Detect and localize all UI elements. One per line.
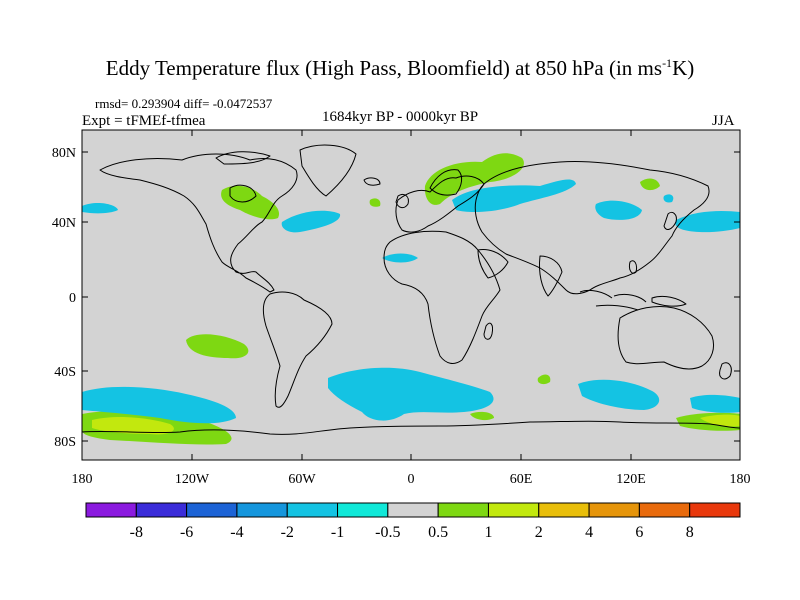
title-superscript: -1 bbox=[662, 56, 673, 70]
experiment-label: Expt = tFMEf-tfmea bbox=[82, 113, 206, 129]
coast-philippines bbox=[629, 260, 637, 274]
anomaly-cyan-central-asia bbox=[595, 200, 642, 220]
coast-new-guinea bbox=[651, 295, 687, 307]
lon-label: 180 bbox=[730, 472, 751, 487]
season-label: JJA bbox=[712, 113, 735, 129]
coast-india bbox=[539, 255, 563, 297]
colorbar-label: -4 bbox=[230, 524, 243, 541]
coast-japan bbox=[663, 211, 677, 230]
coast-greenland bbox=[299, 144, 357, 197]
anomaly-cyan-southern-indian bbox=[690, 394, 740, 413]
colorbar-swatch bbox=[487, 502, 540, 518]
anomaly-fields bbox=[82, 144, 740, 445]
axis-ticks bbox=[81, 130, 741, 460]
colorbar-swatch bbox=[186, 502, 238, 518]
colorbar-swatch bbox=[538, 502, 590, 518]
anomaly-cyan-indian-ocean bbox=[578, 379, 660, 410]
coast-new-zealand bbox=[719, 362, 732, 380]
lon-label: 120W bbox=[175, 472, 210, 487]
lat-label: 80S bbox=[54, 435, 76, 450]
diff-label: diff= bbox=[183, 96, 210, 111]
lon-label: 180 bbox=[72, 472, 93, 487]
anomaly-cyan-southern-pacific bbox=[82, 386, 236, 424]
colorbar-labels: -8 -6 -4 -2 -1 -0.5 0.5 1 2 4 6 8 bbox=[130, 524, 694, 541]
colorbar-label: -8 bbox=[130, 524, 143, 541]
coast-madagascar bbox=[483, 322, 493, 340]
lon-label: 120E bbox=[616, 472, 646, 487]
colorbar-swatch bbox=[588, 502, 640, 518]
colorbar-label: 6 bbox=[635, 524, 643, 541]
title-end: K) bbox=[672, 56, 695, 80]
lon-label: 0 bbox=[408, 472, 415, 487]
coast-indonesia bbox=[579, 289, 647, 311]
anomaly-cyan-north-pacific bbox=[675, 210, 740, 233]
coast-british-isles bbox=[395, 193, 409, 209]
rmsd-label: rmsd= bbox=[95, 96, 129, 111]
latitude-labels: 80N 40N 0 40S 80S bbox=[52, 146, 76, 450]
coast-africa bbox=[383, 230, 501, 364]
lon-label: 60E bbox=[510, 472, 533, 487]
colorbar-swatch bbox=[286, 502, 339, 518]
coast-australia bbox=[617, 305, 715, 370]
colorbar-label: 8 bbox=[686, 524, 694, 541]
anomaly-cyan-eurasia bbox=[452, 179, 576, 212]
colorbar-swatch bbox=[689, 502, 741, 518]
colorbar-label: -6 bbox=[180, 524, 193, 541]
chart-title: Eddy Temperature flux (High Pass, Bloomf… bbox=[0, 56, 800, 81]
coast-south-america bbox=[262, 291, 333, 408]
anomaly-cyan-pacific-west-edge bbox=[82, 203, 118, 214]
stats-line: rmsd= 0.293904 diff= -0.0472537 bbox=[95, 96, 272, 112]
coast-iceland bbox=[363, 177, 381, 186]
lat-label: 40N bbox=[52, 216, 76, 231]
colorbar-swatch bbox=[437, 502, 489, 518]
title-main: Eddy Temperature flux (High Pass, Bloomf… bbox=[105, 56, 663, 80]
colorbar-label: -0.5 bbox=[375, 524, 400, 541]
anomaly-green-atlantic bbox=[369, 198, 381, 207]
coastlines bbox=[82, 144, 740, 435]
colorbar-label: 4 bbox=[585, 524, 593, 541]
colorbar-label: 0.5 bbox=[428, 524, 448, 541]
anomaly-green-south-pacific bbox=[186, 334, 249, 359]
lat-label: 80N bbox=[52, 146, 76, 161]
longitude-labels: 180 120W 60W 0 60E 120E 180 bbox=[72, 472, 751, 487]
colorbar-label: 1 bbox=[484, 524, 492, 541]
coast-north-america bbox=[99, 153, 298, 293]
lat-label: 40S bbox=[54, 365, 76, 380]
anomaly-cyan-mediterranean bbox=[382, 253, 418, 263]
anomaly-green-southern-ocean bbox=[470, 411, 494, 421]
anomaly-green-canada bbox=[221, 185, 280, 220]
coast-arctic-islands bbox=[215, 151, 271, 165]
colorbar-label: 2 bbox=[535, 524, 543, 541]
coast-hudson-bay bbox=[229, 184, 257, 203]
anomaly-yellow-sw-pacific bbox=[92, 417, 174, 435]
coast-antarctica bbox=[82, 420, 740, 435]
lat-label: 0 bbox=[69, 291, 76, 306]
anomaly-yellow-tasman bbox=[700, 414, 740, 427]
coast-asia bbox=[474, 160, 710, 295]
rmsd-value: 0.293904 bbox=[131, 96, 181, 111]
colorbar-swatch bbox=[236, 502, 288, 518]
anomaly-cyan-north-atlantic bbox=[281, 210, 341, 233]
anomaly-green-scandinavia bbox=[424, 153, 524, 205]
period-label: 1684kyr BP - 0000kyr BP bbox=[322, 109, 479, 125]
colorbar-swatch bbox=[85, 502, 137, 518]
anomaly-cyan-south-atlantic bbox=[328, 367, 494, 421]
colorbar-swatch bbox=[387, 502, 439, 518]
anomaly-green-indian bbox=[537, 374, 551, 385]
colorbar-swatch bbox=[638, 502, 691, 518]
colorbar bbox=[85, 502, 741, 518]
coast-arabia bbox=[477, 249, 509, 279]
colorbar-label: -1 bbox=[331, 524, 344, 541]
colorbar-swatch bbox=[337, 502, 389, 518]
lon-label: 60W bbox=[288, 472, 316, 487]
anomaly-cyan-japan bbox=[663, 194, 674, 203]
colorbar-label: -2 bbox=[281, 524, 294, 541]
diff-value: -0.0472537 bbox=[212, 96, 273, 111]
colorbar-swatch bbox=[135, 502, 188, 518]
anomaly-green-siberia bbox=[640, 178, 660, 191]
coast-scandinavia bbox=[429, 169, 463, 196]
